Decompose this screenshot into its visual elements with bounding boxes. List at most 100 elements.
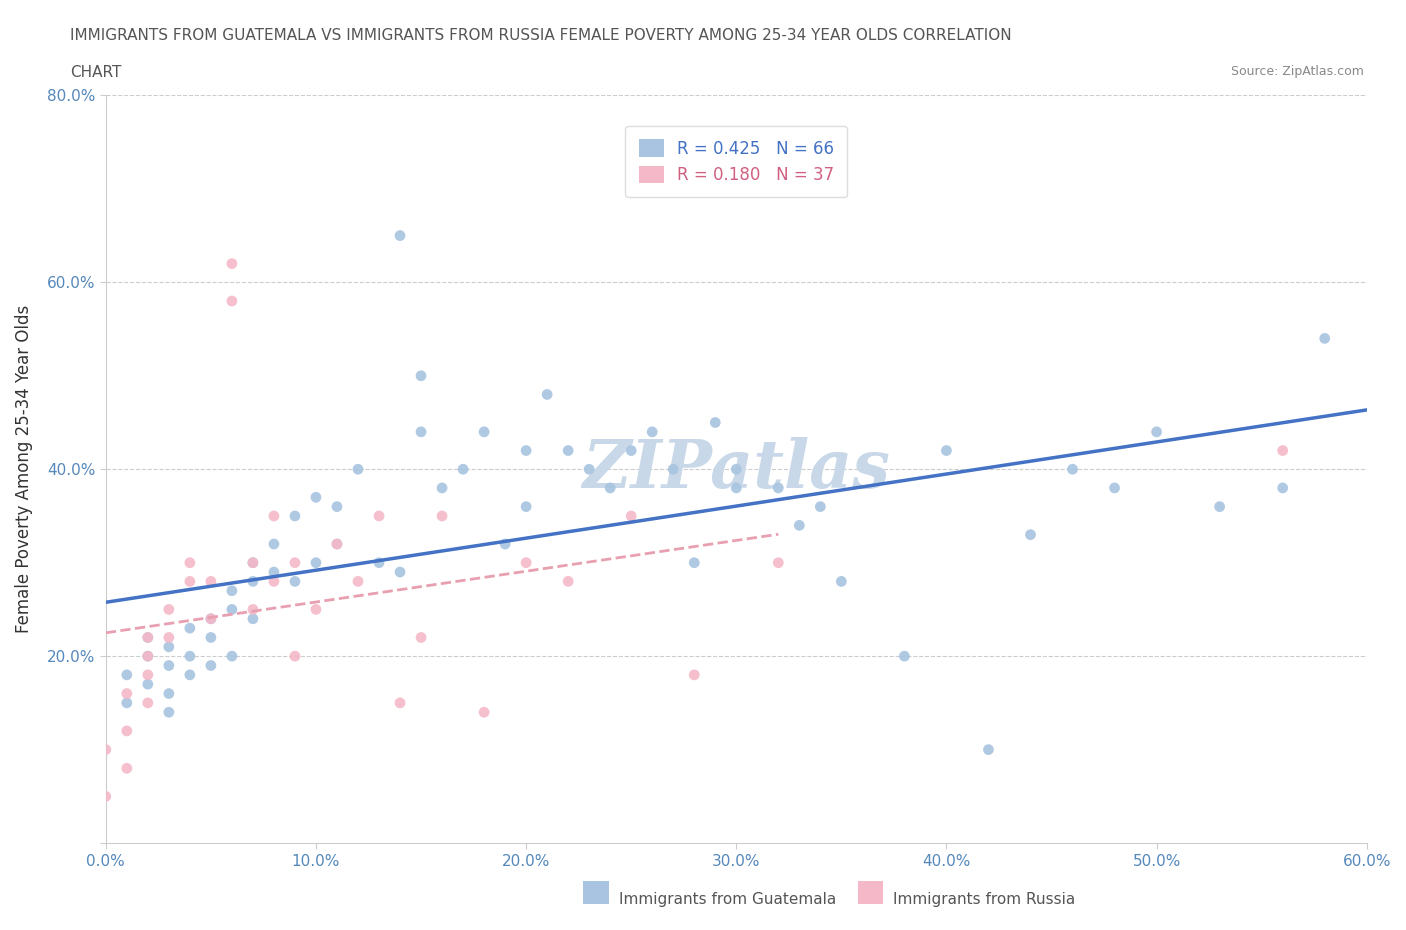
Text: Immigrants from Guatemala: Immigrants from Guatemala [619, 892, 837, 907]
Point [221, 602, 243, 617]
Point [389, 565, 412, 579]
Point [305, 555, 328, 570]
Point [284, 574, 307, 589]
Point [94, 789, 117, 804]
Point [1208, 499, 1230, 514]
Point [389, 228, 412, 243]
Point [409, 630, 432, 644]
Text: IMMIGRANTS FROM GUATEMALA VS IMMIGRANTS FROM RUSSIA FEMALE POVERTY AMONG 25-34 Y: IMMIGRANTS FROM GUATEMALA VS IMMIGRANTS … [70, 28, 1012, 43]
Bar [583, 881, 609, 904]
Point [263, 574, 285, 589]
Point [893, 649, 915, 664]
Legend: R = 0.425   N = 66, R = 0.180   N = 37: R = 0.425 N = 66, R = 0.180 N = 37 [626, 126, 848, 197]
Point [179, 668, 201, 683]
Point [557, 574, 579, 589]
Point [389, 696, 412, 711]
Y-axis label: Female Poverty Among 25-34 Year Olds: Female Poverty Among 25-34 Year Olds [15, 305, 32, 633]
Text: Source: ZipAtlas.com: Source: ZipAtlas.com [1230, 65, 1364, 78]
Point [725, 481, 748, 496]
Point [221, 256, 243, 271]
Point [136, 649, 159, 664]
Point [326, 537, 349, 551]
Point [157, 658, 180, 673]
Point [599, 481, 621, 496]
Point [347, 462, 370, 477]
Point [1313, 331, 1336, 346]
Point [136, 630, 159, 644]
Point [725, 462, 748, 477]
Point [451, 462, 474, 477]
Point [305, 490, 328, 505]
Point [347, 574, 370, 589]
Point [430, 481, 453, 496]
Point [368, 555, 391, 570]
Point [157, 686, 180, 701]
Point [704, 415, 727, 430]
Point [136, 630, 159, 644]
Point [136, 696, 159, 711]
Point [515, 499, 537, 514]
Point [472, 705, 495, 720]
Point [768, 481, 790, 496]
Point [200, 611, 222, 626]
Point [136, 677, 159, 692]
Point [179, 620, 201, 635]
Point [641, 424, 664, 439]
Point [1271, 443, 1294, 458]
Point [1271, 481, 1294, 496]
Point [935, 443, 957, 458]
Point [409, 368, 432, 383]
Point [1146, 424, 1168, 439]
Point [494, 537, 516, 551]
Point [200, 574, 222, 589]
Point [409, 424, 432, 439]
Point [808, 499, 831, 514]
Text: ZIPatlas: ZIPatlas [582, 437, 890, 502]
Text: Immigrants from Russia: Immigrants from Russia [893, 892, 1076, 907]
Point [221, 294, 243, 309]
Point [368, 509, 391, 524]
Point [242, 611, 264, 626]
Point [557, 443, 579, 458]
Point [115, 724, 138, 738]
Point [830, 574, 852, 589]
Point [115, 696, 138, 711]
Point [768, 555, 790, 570]
Point [789, 518, 811, 533]
Point [515, 443, 537, 458]
Point [200, 658, 222, 673]
Point [94, 742, 117, 757]
Point [221, 583, 243, 598]
Point [157, 630, 180, 644]
Point [1062, 462, 1084, 477]
Point [515, 555, 537, 570]
Point [136, 649, 159, 664]
Point [578, 462, 600, 477]
Bar [858, 881, 883, 904]
Point [683, 668, 706, 683]
Point [115, 668, 138, 683]
Point [115, 761, 138, 776]
Point [536, 387, 558, 402]
Point [115, 686, 138, 701]
Point [179, 555, 201, 570]
Point [662, 462, 685, 477]
Point [284, 649, 307, 664]
Point [263, 537, 285, 551]
Point [430, 509, 453, 524]
Point [200, 611, 222, 626]
Point [263, 509, 285, 524]
Point [179, 574, 201, 589]
Point [1104, 481, 1126, 496]
Point [157, 640, 180, 655]
Point [157, 705, 180, 720]
Point [200, 630, 222, 644]
Point [977, 742, 1000, 757]
Point [472, 424, 495, 439]
Point [242, 602, 264, 617]
Point [242, 555, 264, 570]
Point [326, 537, 349, 551]
Point [221, 649, 243, 664]
Point [305, 602, 328, 617]
Point [242, 574, 264, 589]
